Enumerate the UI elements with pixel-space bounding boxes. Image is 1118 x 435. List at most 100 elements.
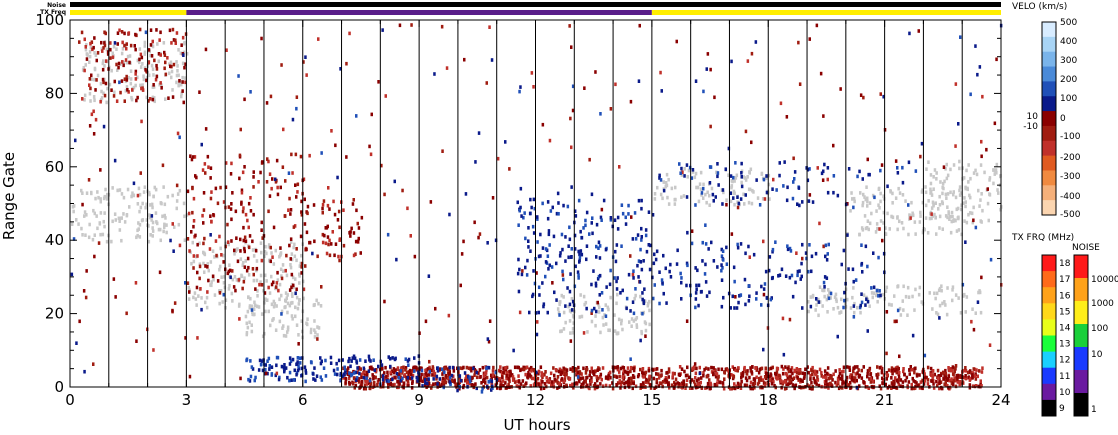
velocity-cell [956, 373, 960, 378]
ground-scatter-cell [616, 331, 620, 335]
velocity-cell [529, 249, 532, 253]
velocity-cell [886, 373, 889, 377]
velocity-cell [485, 375, 489, 380]
ground-scatter-cell [294, 314, 297, 319]
txfreq-colorbar-cell [1042, 399, 1056, 417]
ground-scatter-cell [142, 74, 145, 78]
ground-scatter-cell [878, 206, 881, 210]
velocity-cell [473, 220, 476, 225]
ground-scatter-cell [938, 226, 941, 230]
velocity-cell [843, 290, 846, 295]
velocity-cell [674, 377, 678, 382]
ground-scatter-cell [590, 319, 594, 324]
velocity-cell [412, 366, 415, 371]
velocity-cell [852, 279, 855, 284]
x-tick-label: 9 [414, 391, 424, 409]
ground-scatter-cell [83, 98, 86, 102]
ground-scatter-cell [891, 191, 894, 196]
ground-scatter-cell [177, 83, 180, 88]
velocity-cell [759, 375, 763, 380]
ground-scatter-cell [630, 324, 633, 328]
velocity-cell [931, 379, 934, 383]
velocity-cell [771, 187, 774, 191]
velocity-cell [201, 168, 205, 172]
velocity-cell [103, 41, 106, 45]
velocity-cell [759, 378, 763, 382]
x-axis: 0 3 6 9 12 15 18 21 24 [65, 20, 1011, 409]
velocity-cell [348, 356, 351, 361]
velocity-cell [978, 369, 981, 373]
velocity-cell [627, 203, 630, 208]
ground-scatter-cell [152, 73, 155, 77]
ground-scatter-cell [136, 75, 139, 80]
velocity-cell [885, 351, 888, 356]
velocity-cell [527, 239, 530, 243]
velocity-cell [195, 175, 198, 180]
ground-scatter-cell [252, 307, 256, 311]
ground-scatter-cell [309, 327, 313, 332]
ground-scatter-cell [613, 313, 616, 317]
velocity-cell [564, 304, 567, 308]
velocity-cell [494, 370, 497, 375]
velocity-cell [319, 375, 322, 379]
ground-scatter-cell [148, 213, 151, 217]
velocity-cell [895, 367, 898, 372]
velocity-cell [292, 378, 296, 382]
ground-scatter-cell [136, 58, 140, 63]
velocity-cell [764, 366, 767, 371]
velocity-cell [963, 375, 966, 380]
ground-scatter-cell [560, 293, 563, 298]
velocity-cell [363, 383, 367, 387]
velocity-cell [158, 38, 161, 42]
velocity-cell [369, 152, 373, 157]
velocity-cell [948, 368, 951, 373]
velocity-cell [528, 211, 532, 216]
velocity-cell [424, 368, 427, 373]
velocity-cell [323, 233, 326, 238]
velocity-cell [464, 378, 467, 383]
velocity-cell [374, 375, 377, 380]
velocity-cell [631, 237, 635, 241]
velocity-cell [746, 59, 750, 63]
noise-colorbar-cell [1074, 255, 1088, 279]
velocity-cell [971, 384, 975, 388]
velocity-cell [202, 221, 205, 225]
velocity-cell [778, 173, 781, 178]
ground-scatter-cell [988, 192, 991, 196]
velocity-cell [482, 374, 486, 378]
velocity-cell [959, 35, 962, 39]
velocity-cell [120, 30, 124, 34]
ground-scatter-cell [962, 201, 965, 205]
ground-scatter-cell [127, 75, 130, 80]
velocity-cell [109, 41, 112, 45]
velocity-cell [555, 261, 558, 266]
velocity-cell [743, 277, 747, 282]
velocity-cell [282, 127, 285, 132]
velocity-cell [841, 382, 844, 386]
velocity-cell [384, 365, 387, 370]
velocity-cell [578, 252, 581, 257]
ground-scatter-cell [894, 196, 898, 200]
velocity-cell [354, 378, 358, 382]
velocity-cell [191, 210, 194, 215]
velocity-cell [397, 384, 400, 389]
velocity-cell [163, 66, 166, 71]
velocity-cell [196, 254, 199, 258]
velocity-cell [474, 160, 477, 164]
velocity-cell [807, 269, 810, 274]
velocity-cell [747, 244, 750, 249]
velocity-cell [368, 386, 372, 391]
velocity-cell [504, 381, 507, 385]
velocity-cell [297, 366, 301, 371]
velocity-cell [537, 285, 541, 290]
velocity-cell [541, 281, 544, 285]
velocity-cell [680, 166, 683, 171]
velocity-cell [237, 74, 240, 78]
velocity-cell [360, 375, 363, 380]
velocity-cell [838, 371, 842, 376]
velocity-cell [609, 375, 612, 380]
velocity-cell [658, 176, 661, 180]
velocity-cell [187, 211, 191, 216]
velocity-cell [743, 383, 747, 387]
velocity-cell [736, 245, 740, 250]
